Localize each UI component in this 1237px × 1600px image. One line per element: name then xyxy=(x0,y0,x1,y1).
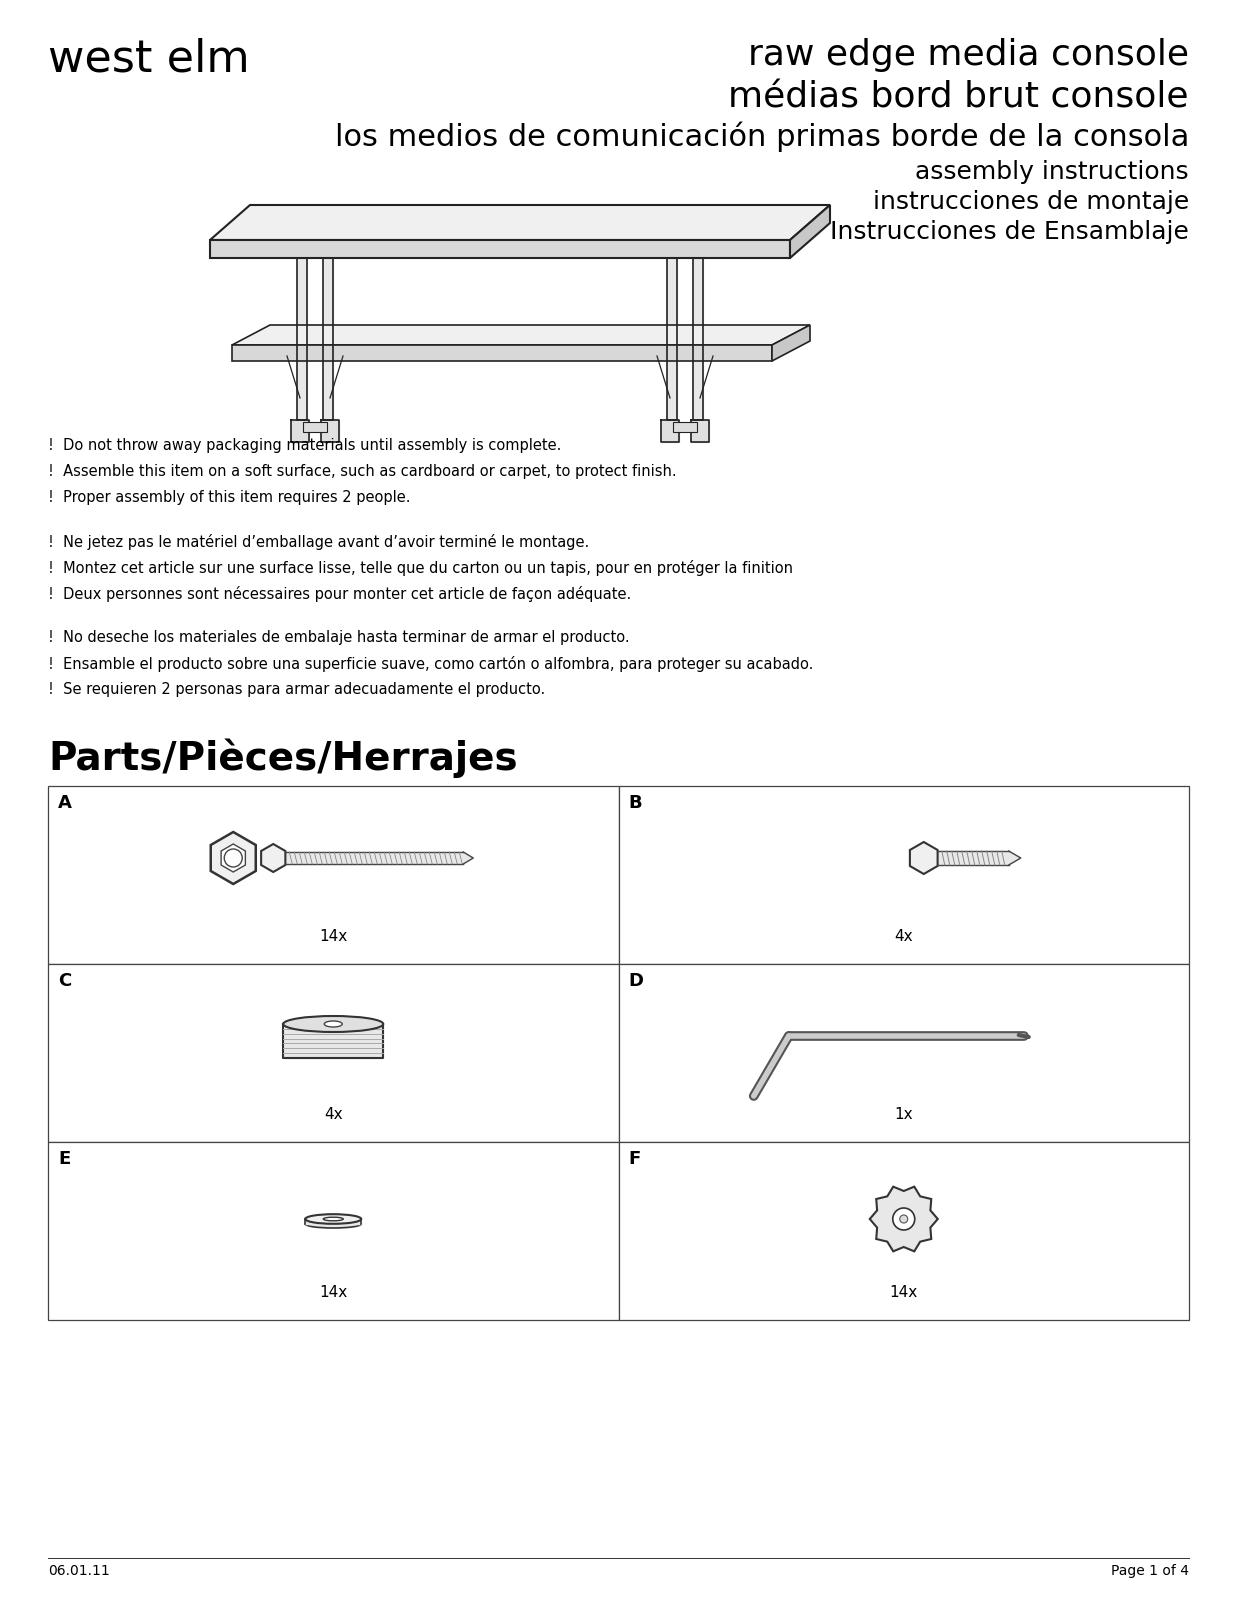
Text: A: A xyxy=(58,794,72,813)
Ellipse shape xyxy=(306,1219,361,1229)
Ellipse shape xyxy=(324,1021,343,1027)
Text: 14x: 14x xyxy=(889,1285,918,1299)
Bar xyxy=(618,1142,1189,1320)
Polygon shape xyxy=(693,258,703,419)
Text: Parts/Pièces/Herrajes: Parts/Pièces/Herrajes xyxy=(48,738,517,778)
Text: F: F xyxy=(628,1150,641,1168)
Text: west elm: west elm xyxy=(48,38,250,82)
Text: 06.01.11: 06.01.11 xyxy=(48,1565,110,1578)
Polygon shape xyxy=(261,845,286,872)
Text: E: E xyxy=(58,1150,71,1168)
Polygon shape xyxy=(291,419,309,442)
Polygon shape xyxy=(297,258,307,419)
Polygon shape xyxy=(210,240,790,258)
Polygon shape xyxy=(667,258,677,419)
Ellipse shape xyxy=(323,1218,343,1221)
Text: !  Deux personnes sont nécessaires pour monter cet article de façon adéquate.: ! Deux personnes sont nécessaires pour m… xyxy=(48,586,631,602)
Bar xyxy=(303,422,327,432)
Polygon shape xyxy=(221,845,245,872)
Bar xyxy=(618,786,1189,963)
Bar xyxy=(48,786,619,963)
Circle shape xyxy=(899,1214,908,1222)
Text: !  Montez cet article sur une surface lisse, telle que du carton ou un tapis, po: ! Montez cet article sur une surface lis… xyxy=(48,560,793,576)
Text: !  Ne jetez pas le matériel d’emballage avant d’avoir terminé le montage.: ! Ne jetez pas le matériel d’emballage a… xyxy=(48,534,589,550)
Text: médias bord brut console: médias bord brut console xyxy=(729,80,1189,114)
Polygon shape xyxy=(320,419,339,442)
Ellipse shape xyxy=(306,1214,361,1224)
Text: instrucciones de montaje: instrucciones de montaje xyxy=(873,190,1189,214)
Polygon shape xyxy=(233,325,810,346)
Polygon shape xyxy=(772,325,810,362)
Polygon shape xyxy=(910,842,938,874)
Text: B: B xyxy=(628,794,642,813)
Text: !  Assemble this item on a soft surface, such as cardboard or carpet, to protect: ! Assemble this item on a soft surface, … xyxy=(48,464,677,478)
Polygon shape xyxy=(283,1024,383,1058)
Text: 1x: 1x xyxy=(894,1107,913,1122)
Polygon shape xyxy=(323,258,333,419)
Text: !  Ensamble el producto sobre una superficie suave, como cartón o alfombra, para: ! Ensamble el producto sobre una superfi… xyxy=(48,656,814,672)
Polygon shape xyxy=(1008,851,1021,866)
Bar xyxy=(48,963,619,1142)
Text: assembly instructions: assembly instructions xyxy=(915,160,1189,184)
Polygon shape xyxy=(870,1187,938,1251)
Polygon shape xyxy=(306,1219,361,1224)
Bar xyxy=(48,1142,619,1320)
Polygon shape xyxy=(463,851,474,864)
Text: Instrucciones de Ensamblaje: Instrucciones de Ensamblaje xyxy=(830,219,1189,243)
Polygon shape xyxy=(210,205,830,240)
Text: C: C xyxy=(58,971,72,990)
Text: !  Se requieren 2 personas para armar adecuadamente el producto.: ! Se requieren 2 personas para armar ade… xyxy=(48,682,546,698)
Circle shape xyxy=(893,1208,914,1230)
Polygon shape xyxy=(286,851,463,864)
Text: !  Proper assembly of this item requires 2 people.: ! Proper assembly of this item requires … xyxy=(48,490,411,506)
Circle shape xyxy=(224,850,242,867)
Ellipse shape xyxy=(283,1016,383,1032)
Text: !  No deseche los materiales de embalaje hasta terminar de armar el producto.: ! No deseche los materiales de embalaje … xyxy=(48,630,630,645)
Text: los medios de comunicación primas borde de la consola: los medios de comunicación primas borde … xyxy=(335,122,1189,152)
Text: raw edge media console: raw edge media console xyxy=(748,38,1189,72)
Text: 14x: 14x xyxy=(319,930,348,944)
Text: 4x: 4x xyxy=(894,930,913,944)
Polygon shape xyxy=(691,419,709,442)
Text: 4x: 4x xyxy=(324,1107,343,1122)
Text: Page 1 of 4: Page 1 of 4 xyxy=(1111,1565,1189,1578)
Text: !  Do not throw away packaging materials until assembly is complete.: ! Do not throw away packaging materials … xyxy=(48,438,562,453)
Text: D: D xyxy=(628,971,643,990)
Polygon shape xyxy=(938,851,1008,866)
Polygon shape xyxy=(661,419,679,442)
Bar xyxy=(673,422,696,432)
Bar xyxy=(618,963,1189,1142)
Polygon shape xyxy=(790,205,830,258)
Text: 14x: 14x xyxy=(319,1285,348,1299)
Polygon shape xyxy=(233,346,772,362)
Polygon shape xyxy=(210,832,256,883)
